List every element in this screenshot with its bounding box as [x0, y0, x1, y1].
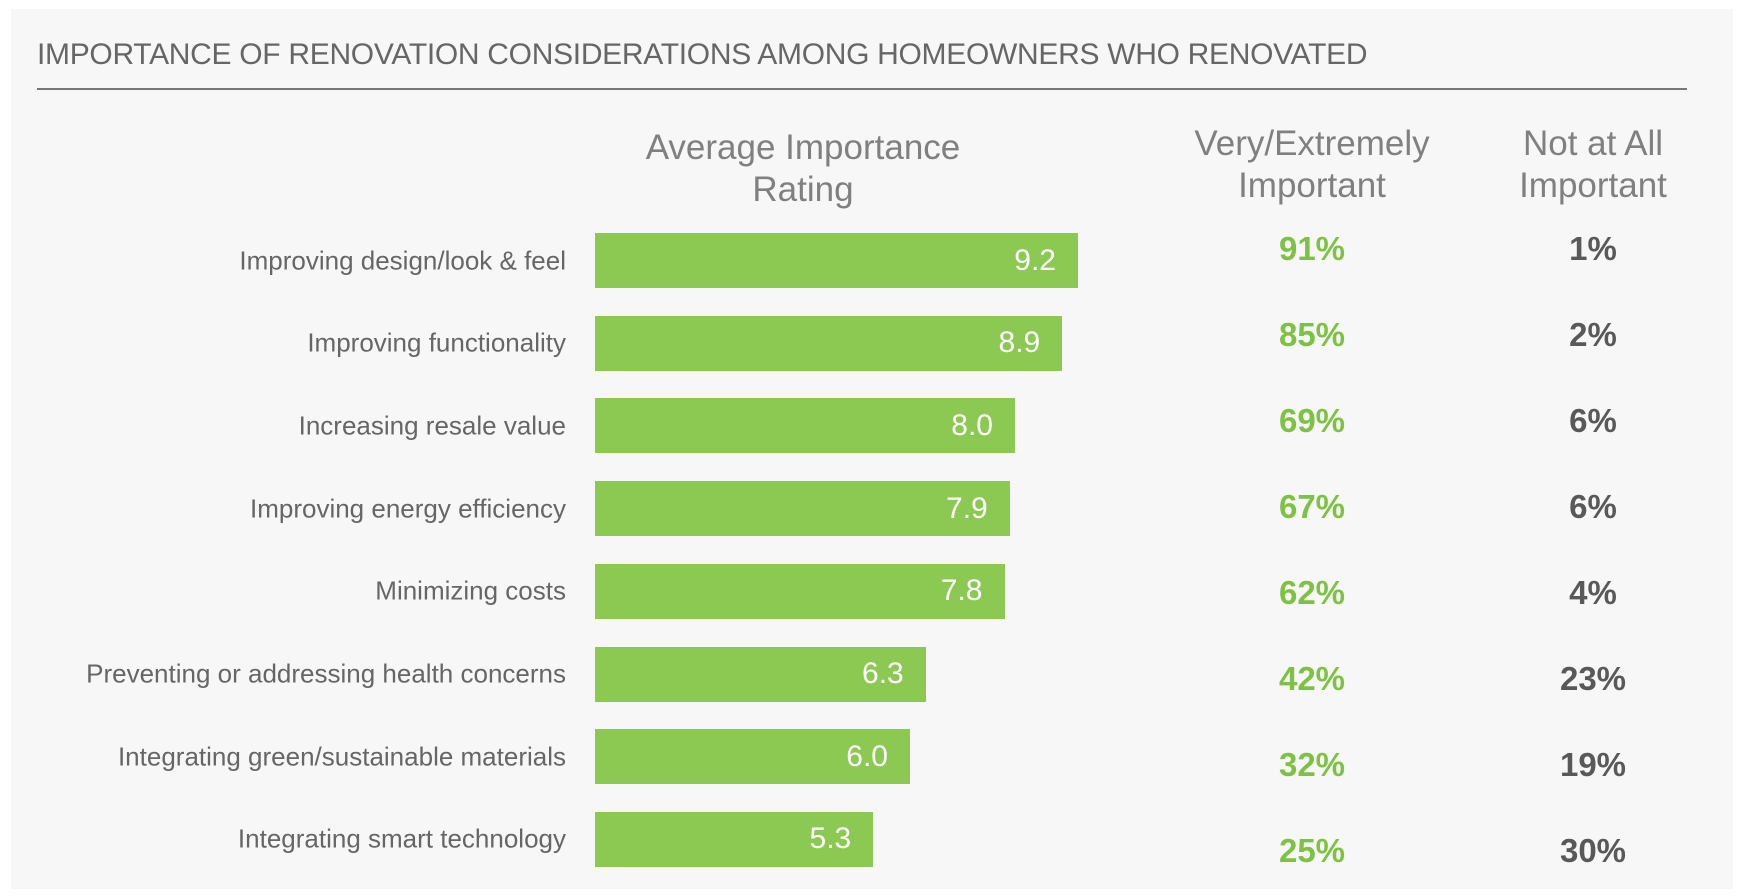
column-value: 1% — [1569, 230, 1617, 267]
category-label: Minimizing costs — [375, 575, 566, 606]
column-header: Average Importance Rating — [645, 128, 961, 209]
column-value: 91% — [1278, 230, 1346, 267]
category-label: Integrating smart technology — [237, 823, 566, 854]
bar — [595, 481, 1010, 537]
column-value: 30% — [1559, 832, 1627, 869]
category-label: Preventing or addressing health concerns — [86, 658, 566, 689]
column-value: 85% — [1278, 316, 1346, 353]
category-label: Increasing resale value — [298, 410, 566, 441]
bar — [595, 646, 926, 702]
column-value: 4% — [1569, 574, 1617, 611]
bar — [595, 398, 1015, 454]
column-value: 32% — [1278, 746, 1346, 783]
column-header: Not at All Important — [1519, 124, 1667, 205]
category-label: Integrating green/sustainable materials — [117, 741, 566, 772]
bar — [595, 233, 1078, 288]
category-label: Improving energy efficiency — [249, 493, 566, 524]
bar-value-label: 6.3 — [862, 657, 904, 690]
column-value: 23% — [1559, 660, 1627, 697]
column-value: 6% — [1569, 488, 1617, 525]
bar — [595, 315, 1063, 371]
column-value: 25% — [1278, 832, 1346, 869]
bar-value-label: 7.8 — [940, 574, 983, 608]
column-header: Very/Extremely Important — [1194, 124, 1430, 205]
title-rule — [37, 88, 1687, 90]
column-value: 19% — [1559, 746, 1627, 783]
column-value: 2% — [1569, 316, 1617, 353]
bar — [595, 729, 910, 785]
bar-value-label: 9.2 — [1014, 243, 1056, 277]
column-value: 6% — [1569, 402, 1617, 439]
column-value: 42% — [1278, 660, 1346, 697]
column-value: 62% — [1278, 574, 1346, 611]
column-value: 67% — [1278, 488, 1346, 525]
bar — [595, 563, 1005, 619]
category-label: Improving design/look & feel — [239, 245, 566, 275]
category-label: Improving functionality — [307, 327, 566, 358]
bar-value-label: 6.0 — [846, 739, 888, 773]
bar-value-label: 8.9 — [998, 326, 1041, 360]
bar — [595, 811, 874, 867]
chart-title: IMPORTANCE OF RENOVATION CONSIDERATIONS … — [37, 38, 1368, 71]
bar-value-label: 8.0 — [951, 408, 993, 442]
bar-value-label: 7.9 — [946, 491, 988, 525]
column-value: 69% — [1278, 402, 1346, 439]
bar-value-label: 5.3 — [809, 822, 852, 856]
